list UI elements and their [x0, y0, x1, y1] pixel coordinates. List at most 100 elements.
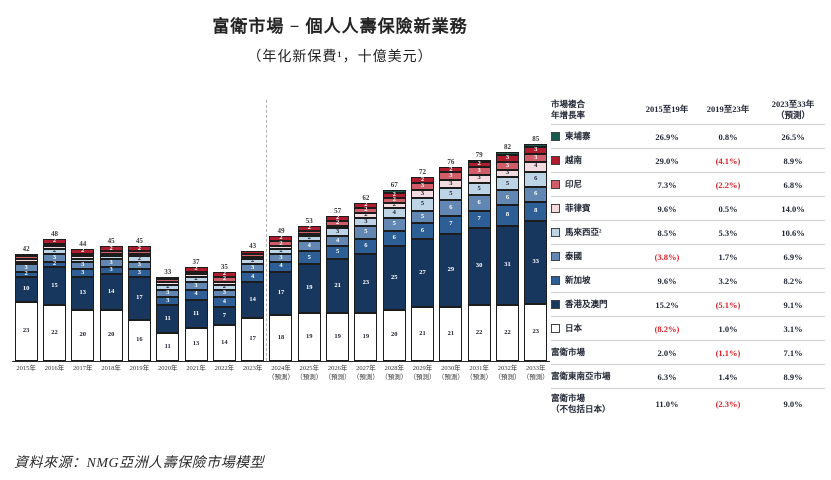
bar-segment-菲律賓: [326, 225, 350, 229]
segment-value-label: 11: [192, 309, 200, 317]
segment-value-label: 2: [137, 244, 142, 252]
bar-segment-越南: 2: [297, 225, 321, 231]
legend-swatch-icon: [551, 228, 560, 238]
segment-value-label: 2: [364, 206, 368, 214]
table-value-cell: 6.8%: [783, 179, 803, 190]
cagr-table: 市場複合 年增長率 2015至19年 2019至23年 2023至33年 （預測） 柬埔…: [551, 95, 825, 419]
bar-segment-馬來西亞: 5: [495, 177, 519, 191]
table-header-cell: 市場複合 年增長率: [551, 99, 586, 120]
segment-value-label: 8: [534, 207, 538, 215]
segment-value-label: 13: [79, 289, 87, 297]
segment-value-label: 21: [447, 329, 455, 337]
bar-segment-菲律賓: [241, 256, 265, 260]
segment-value-label: 2: [81, 247, 85, 255]
bar-segment-日本: 19: [354, 312, 378, 361]
segment-value-label: 5: [420, 199, 425, 207]
segment-value-label: 6: [534, 174, 538, 182]
bar-segment-泰國: 6: [524, 186, 548, 202]
bar-segment-菲律賓: [99, 253, 123, 257]
segment-value-label: 5: [364, 228, 368, 235]
bar-segment-日本: 23: [14, 302, 38, 361]
bar-stack: 2 3 3 5 6 7 30 22: [467, 159, 491, 361]
segment-value-label: 2: [109, 244, 113, 252]
bar-segment-柬埔寨: [467, 159, 491, 163]
bar-segment-越南: [14, 253, 38, 257]
bar-segment-印尼: [127, 251, 151, 254]
x-axis-label: 2031年 （預測）: [466, 365, 493, 381]
segment-value-label: 20: [107, 331, 115, 339]
segment-value-label: 11: [164, 342, 171, 350]
stacked-bar-chart: 42 3 2 10 23 48 2 2 3 2 15 22 44 2 3 3 13 20 45 2 3 3 14 20 45 2 2…: [12, 100, 550, 400]
segment-value-label: 16: [136, 336, 143, 344]
bar-stack: 2 2 2 3 4 7 14: [212, 271, 236, 361]
segment-value-label: 3: [109, 266, 113, 274]
bar-2030年: 76 2 3 3 5 6 7 29 21: [437, 100, 465, 361]
page-subtitle: （年化新保費¹，十億美元）: [247, 50, 433, 65]
segment-value-label: 3: [109, 258, 113, 266]
bar-segment-菲律賓: [42, 246, 66, 249]
bar-segment-越南: 2: [326, 214, 350, 221]
legend-swatch-icon: [551, 324, 560, 334]
bar-2027年: 62 2 2 2 3 5 6 23 19: [352, 100, 380, 361]
segment-value-label: 2: [194, 275, 198, 283]
bar-segment-印尼: 2: [212, 276, 236, 282]
legend-swatch-icon: [551, 156, 560, 166]
bar-segment-香港及澳門: 11: [184, 299, 208, 328]
table-value-cell: 1.4%: [718, 371, 738, 382]
table-value-cell: 8.9%: [783, 371, 803, 382]
segment-value-label: 3: [81, 268, 85, 276]
bar-segment-新加坡: 8: [524, 201, 548, 222]
segment-value-label: 2: [335, 219, 340, 227]
segment-value-label: 4: [279, 262, 283, 270]
bar-segment-香港及澳門: 27: [411, 238, 435, 308]
bar-stack: 2 3 3 11 11: [156, 276, 180, 361]
segment-value-label: 6: [477, 198, 481, 206]
bar-segment-菲律賓: 2: [354, 212, 378, 219]
bar-segment-泰國: 3: [99, 258, 123, 267]
segment-value-label: 3: [420, 182, 425, 190]
bar-segment-馬來西亞: [14, 261, 38, 265]
bar-segment-馬來西亞: [71, 259, 95, 262]
bar-segment-新加坡: 2: [42, 260, 66, 267]
segment-value-label: 25: [390, 273, 398, 281]
segment-value-label: 3: [166, 296, 170, 304]
segment-value-label: 2: [392, 201, 396, 209]
segment-value-label: 3: [534, 153, 538, 161]
bar-segment-越南: 2: [127, 244, 151, 252]
segment-value-label: 4: [335, 236, 340, 244]
segment-value-label: 7: [449, 220, 453, 228]
segment-value-label: 23: [22, 327, 30, 335]
segment-value-label: 2: [420, 175, 425, 183]
segment-value-label: 19: [334, 332, 341, 340]
segment-value-label: 11: [164, 314, 171, 322]
bar-segment-新加坡: 2: [14, 271, 38, 277]
segment-value-label: 2: [392, 191, 396, 199]
segment-value-label: 3: [534, 146, 538, 154]
bar-segment-香港及澳門: 17: [127, 276, 151, 321]
bar-segment-馬來西亞: 4: [382, 208, 406, 219]
table-value-cell: (2.2%): [715, 179, 741, 190]
segment-value-label: 17: [277, 289, 285, 297]
segment-value-label: 8: [505, 211, 510, 219]
table-value-cell: (5.1%): [715, 299, 741, 310]
x-axis-label: 2016年: [44, 365, 65, 372]
x-axis-label: 2023年: [242, 365, 263, 372]
bar-segment-柬埔寨: [495, 151, 519, 155]
table-value-cell: 9.6%: [657, 275, 677, 286]
bar-segment-印尼: [156, 279, 180, 282]
bar-segment-日本: 22: [42, 304, 66, 361]
bar-segment-日本: 13: [184, 327, 208, 361]
bar-segment-越南: 2: [212, 271, 236, 277]
bar-segment-馬來西亞: 2: [297, 235, 321, 242]
table-row-新加坡: 新加坡 9.6% 3.2% 8.2%: [551, 269, 825, 294]
segment-value-label: 3: [449, 179, 453, 187]
table-value-cell: (2.3%): [715, 398, 741, 409]
bar-segment-馬來西亞: 2: [269, 247, 293, 255]
bar-segment-越南: 2: [42, 237, 66, 244]
table-value-cell: 11.0%: [655, 398, 679, 409]
table-row-label: 日本: [551, 323, 639, 334]
table-value-cell: 1.7%: [718, 251, 738, 262]
segment-value-label: 2: [279, 247, 283, 255]
page-title: 富衛市場 − 個人人壽保險新業務: [212, 17, 468, 36]
bar-segment-菲律賓: 3: [467, 174, 491, 183]
